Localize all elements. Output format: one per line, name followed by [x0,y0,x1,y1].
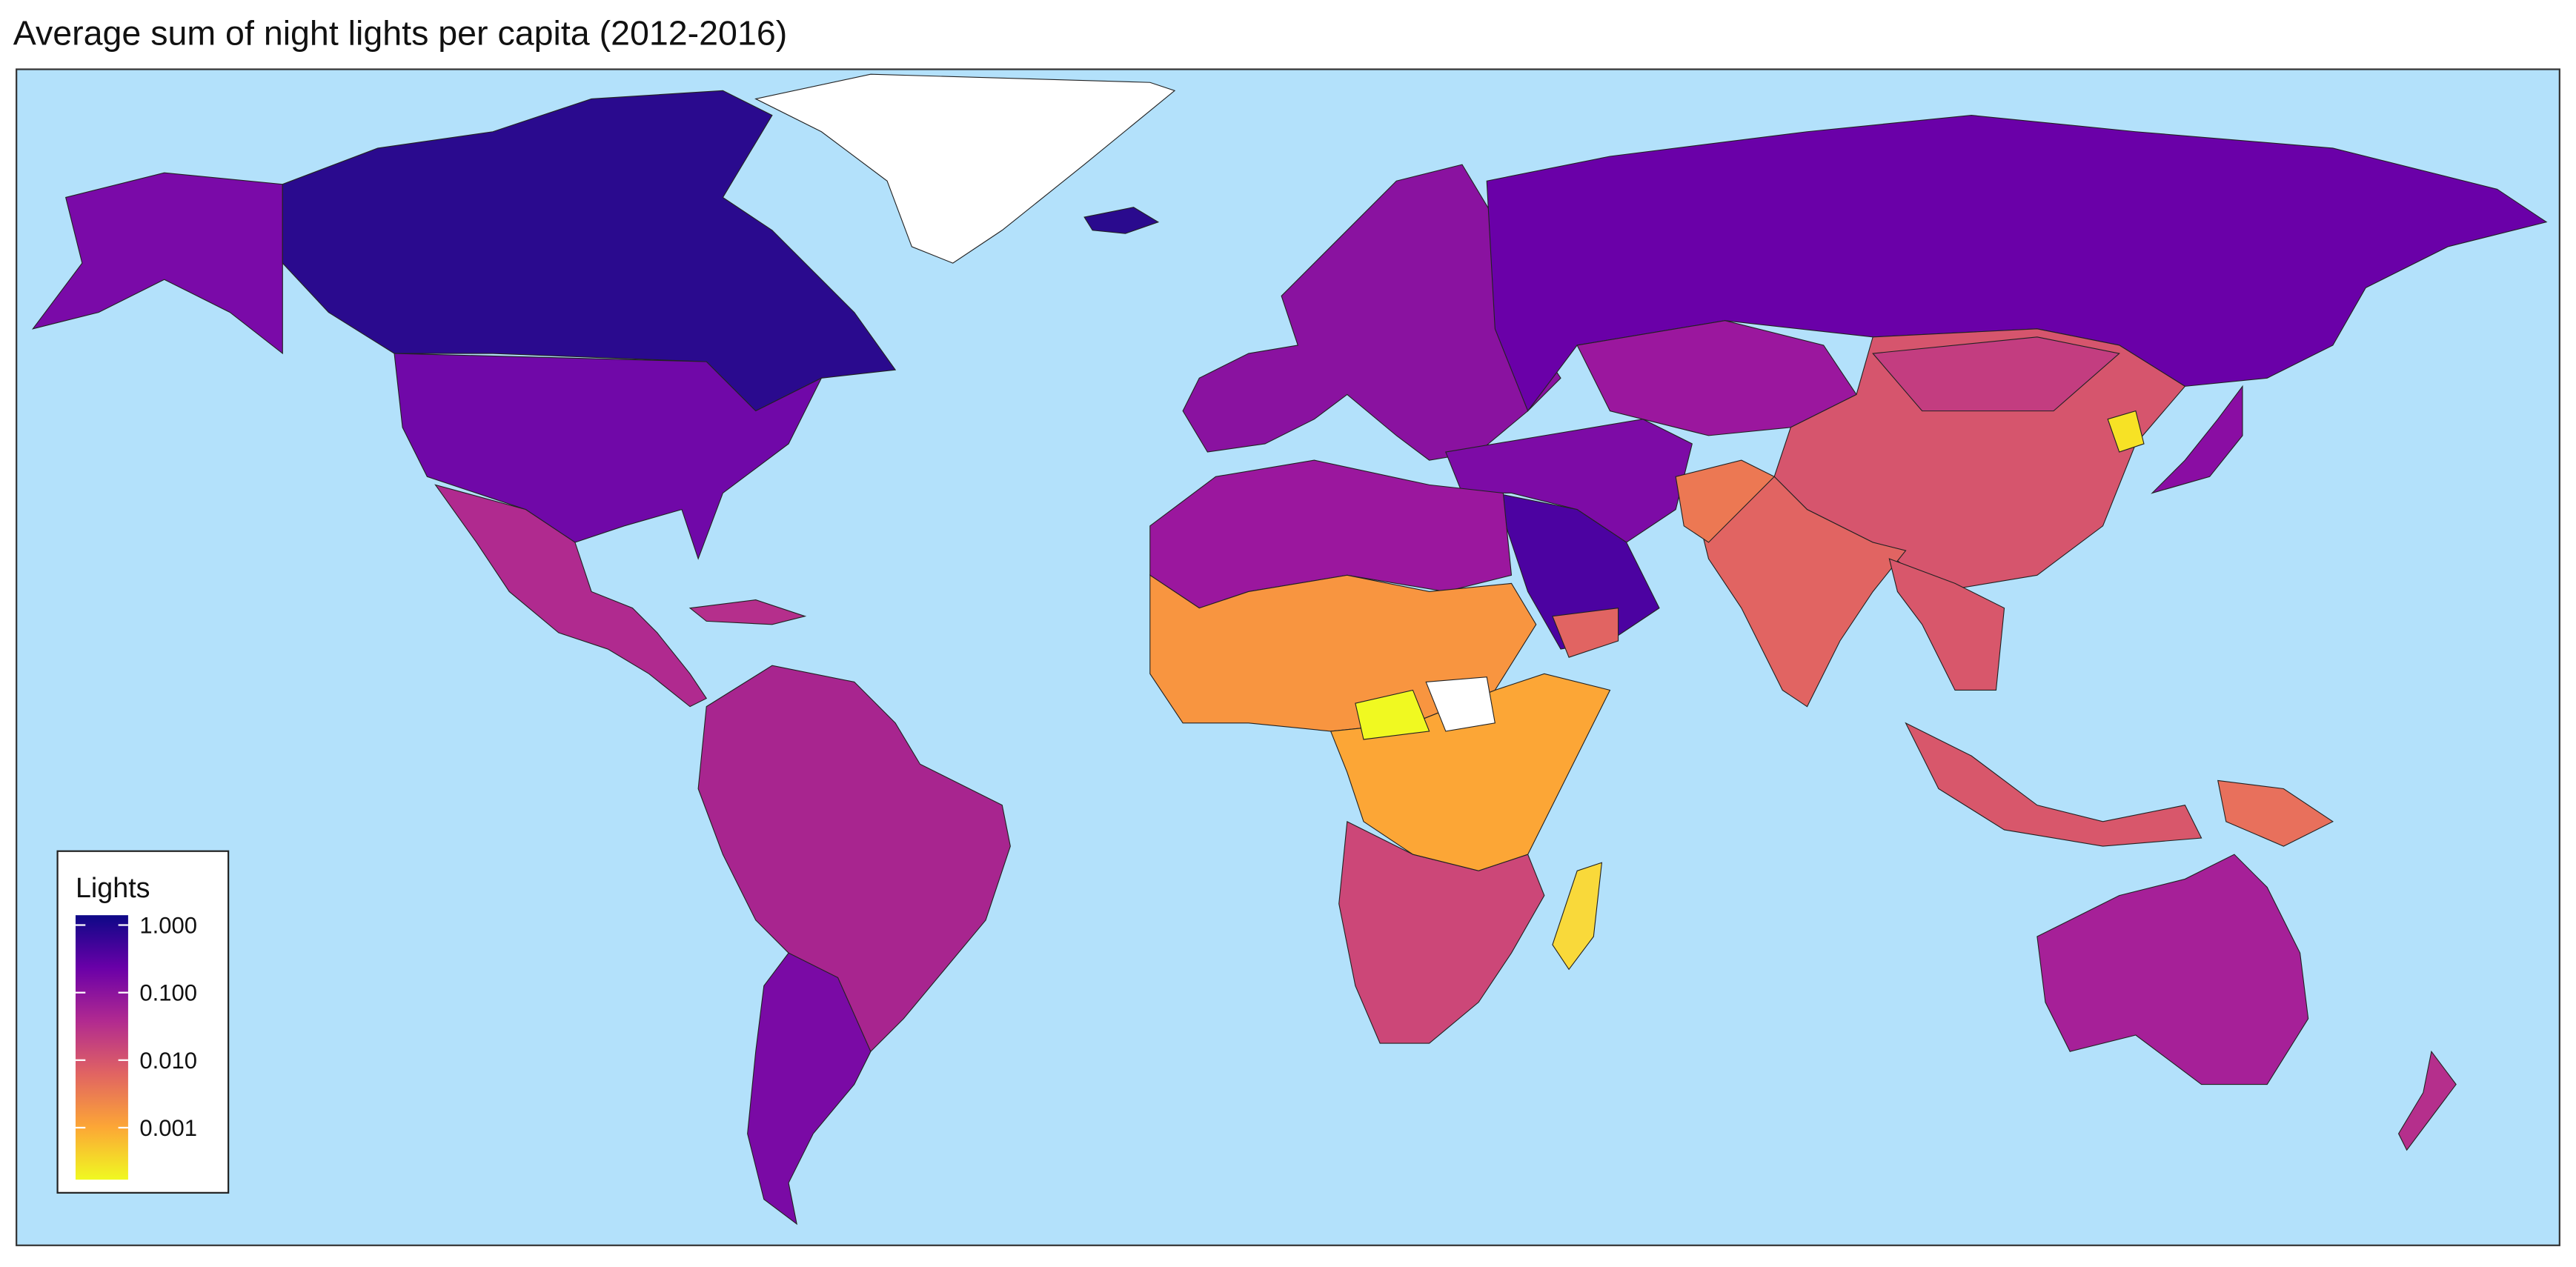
legend-title: Lights [76,872,150,903]
south-america-north [697,665,1011,1053]
chad-car [1355,689,1430,740]
australia [2036,854,2309,1085]
south-sudan [1425,676,1496,732]
indonesia [1905,722,2202,847]
caribbean [688,599,807,625]
southern-africa [1338,820,1545,1044]
papua [2217,779,2334,847]
pakistan [1675,459,1776,543]
legend-tick-label: 1.000 [139,913,197,939]
southeast-asia [1888,558,2005,691]
canada [282,90,897,412]
iceland [1083,207,1160,234]
yemen-oman [1552,608,1619,658]
legend-tick-label: 0.010 [139,1048,197,1074]
argentina [747,952,872,1226]
usa [394,353,823,560]
madagascar [1552,862,1603,971]
new-zealand [2397,1050,2457,1151]
japan [2151,385,2243,494]
north-korea [2107,410,2145,453]
mexico [434,484,708,708]
mongolia [1872,336,2120,412]
legend-tick-label: 0.001 [139,1115,197,1141]
map [16,68,2560,1246]
color-bar [75,915,128,1180]
india [1691,476,1907,708]
legend-tick-label: 0.100 [139,980,197,1006]
chart-title: Average sum of night lights per capita (… [13,13,788,52]
alaska [31,172,283,355]
greenland [754,73,1176,264]
legend: Lights 1.000 0.100 0.010 0.001 [56,850,230,1194]
